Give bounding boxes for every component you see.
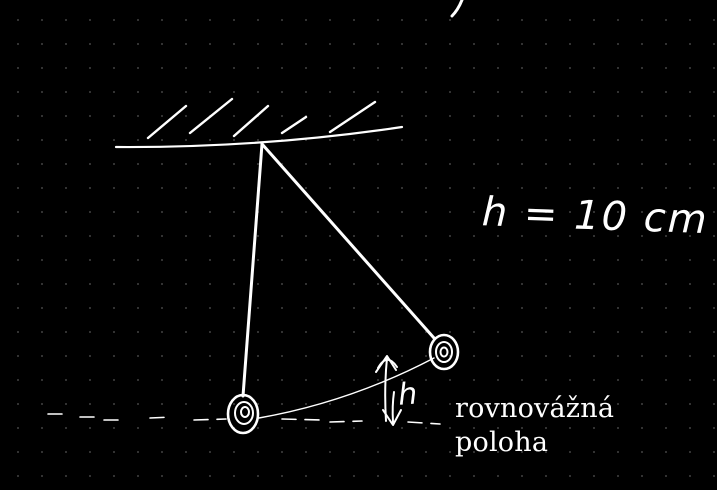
ceiling-line	[114, 125, 404, 149]
bob-rest	[226, 393, 260, 435]
pendulum-rest	[226, 142, 264, 435]
stray-stroke	[450, 0, 464, 18]
equilibrium-label-line1: rovnovážná	[455, 393, 615, 424]
height-arrow-right	[382, 391, 402, 426]
string-deflected	[260, 142, 436, 340]
height-symbol: h	[397, 377, 418, 413]
bob-deflected	[428, 333, 460, 371]
equilibrium-label-line2: poloha	[455, 427, 549, 458]
string-vertical	[241, 142, 264, 398]
equilibrium-dashed-line	[47, 413, 441, 425]
pendulum-deflected	[260, 142, 460, 371]
swing-arc	[258, 357, 435, 419]
height-marker	[375, 355, 402, 426]
handwritten-note-height: h = 10 cm	[481, 189, 709, 243]
ceiling-support	[114, 97, 404, 149]
equilibrium-position-label: rovnovážná poloha	[455, 392, 614, 460]
ceiling-hatch	[146, 97, 377, 140]
height-arrow-top	[377, 358, 398, 369]
